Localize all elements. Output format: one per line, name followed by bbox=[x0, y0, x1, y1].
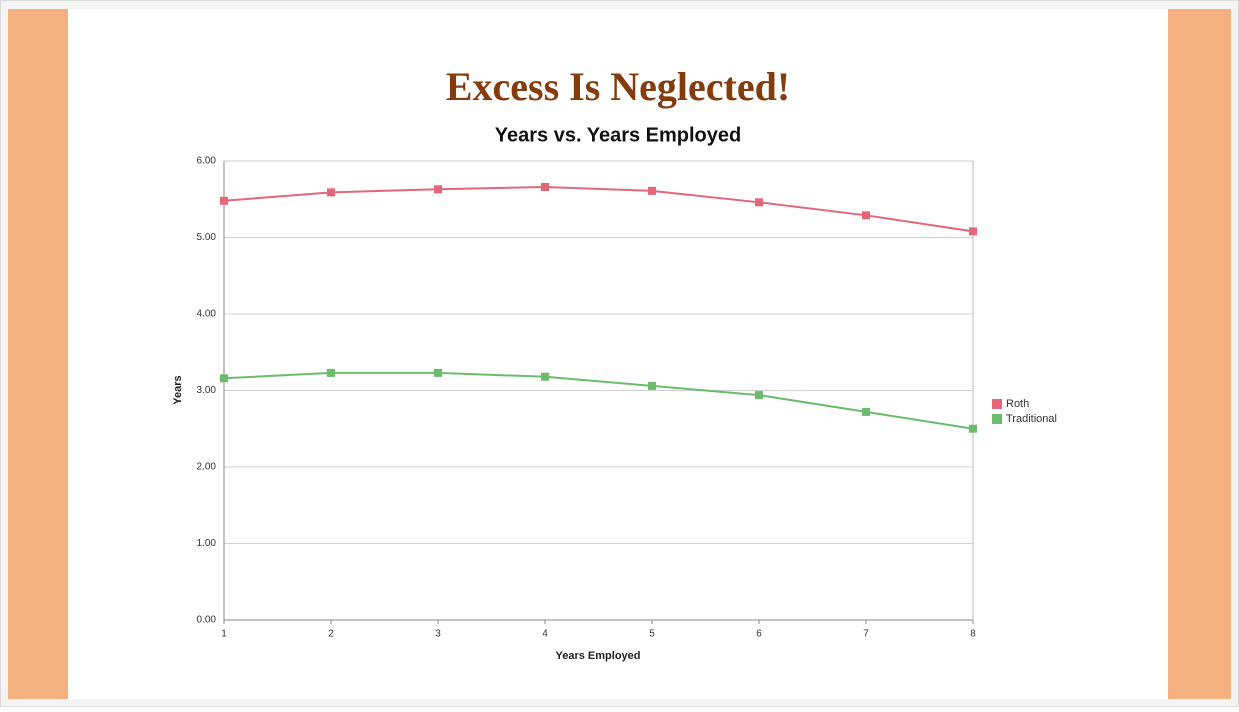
data-point bbox=[648, 186, 656, 195]
x-axis-label: Years Employed bbox=[556, 650, 641, 662]
x-tick-label: 4 bbox=[542, 629, 548, 640]
data-point bbox=[434, 185, 442, 194]
y-tick-label: 5.00 bbox=[197, 232, 217, 243]
legend-label: Traditional bbox=[1006, 413, 1057, 425]
data-point bbox=[755, 198, 763, 207]
x-tick-label: 7 bbox=[863, 629, 869, 640]
y-tick-label: 6.00 bbox=[197, 156, 217, 167]
data-point bbox=[969, 424, 977, 433]
data-point bbox=[220, 374, 228, 383]
data-point bbox=[862, 407, 870, 416]
x-tick-label: 8 bbox=[970, 629, 976, 640]
y-tick-label: 3.00 bbox=[197, 385, 217, 396]
side-panel bbox=[8, 9, 68, 699]
data-point bbox=[434, 368, 442, 377]
data-point bbox=[648, 381, 656, 390]
y-tick-label: 1.00 bbox=[197, 538, 217, 549]
data-point bbox=[327, 188, 335, 197]
y-tick-label: 2.00 bbox=[197, 462, 217, 473]
series-line bbox=[223, 371, 974, 430]
y-tick-label: 4.00 bbox=[197, 309, 217, 320]
data-point bbox=[220, 196, 228, 205]
x-tick-label: 5 bbox=[649, 629, 655, 640]
legend-swatch bbox=[992, 399, 1002, 409]
slide bbox=[8, 9, 1231, 699]
y-axis-label: Years bbox=[172, 375, 184, 404]
x-tick-label: 1 bbox=[221, 629, 227, 640]
data-point bbox=[541, 372, 549, 381]
chart-title: Years vs. Years Employed bbox=[495, 124, 741, 146]
y-tick-label: 0.00 bbox=[197, 615, 217, 626]
data-point bbox=[862, 211, 870, 220]
x-tick-label: 3 bbox=[435, 629, 441, 640]
series-line bbox=[223, 186, 974, 233]
data-point bbox=[327, 368, 335, 377]
side-panel bbox=[1168, 9, 1231, 699]
x-tick-label: 2 bbox=[328, 629, 334, 640]
data-point bbox=[755, 391, 763, 400]
legend-swatch bbox=[992, 414, 1002, 424]
data-point bbox=[969, 227, 977, 236]
data-point bbox=[541, 183, 549, 192]
legend-label: Roth bbox=[1006, 398, 1029, 410]
x-tick-label: 6 bbox=[756, 629, 762, 640]
slide-title: Excess Is Neglected! bbox=[446, 64, 790, 109]
